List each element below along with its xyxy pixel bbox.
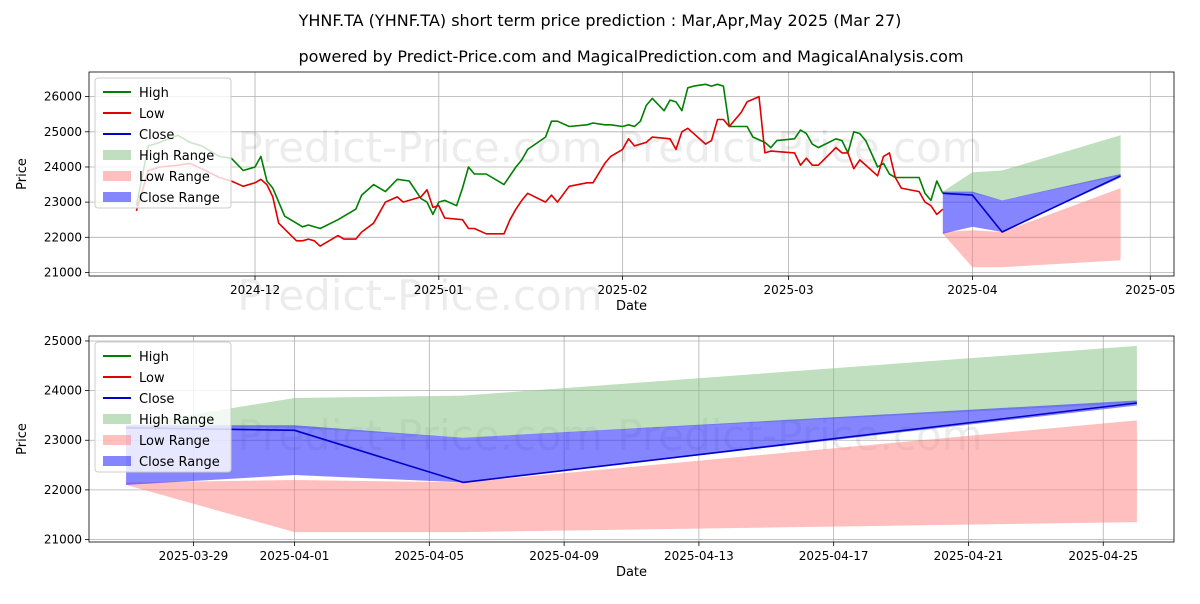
y-tick-label: 23000	[44, 433, 82, 447]
low-range-area	[942, 188, 1121, 268]
legend-entry-label: Low Range	[139, 434, 210, 449]
x-tick-label: 2025-04-21	[934, 549, 1004, 563]
y-tick-label: 22000	[44, 230, 82, 244]
close-range-area	[126, 400, 1137, 485]
legend-entry-label: High	[139, 86, 169, 101]
y-tick-label: 24000	[44, 160, 82, 174]
y-tick-label: 21000	[44, 533, 82, 547]
high-series-line	[135, 83, 944, 230]
high-range-area	[126, 345, 1137, 438]
legend-swatch	[103, 192, 131, 202]
legend-entry-label: Low	[139, 371, 165, 386]
y-tick-label: 24000	[44, 384, 82, 398]
watermark-text: Predict-Price.com	[237, 123, 602, 172]
bottom-chart-panel: 2025-03-29 2025-04-01 2025-04-05 2025-04-09…	[15, 334, 1175, 580]
low-series-line	[135, 95, 944, 247]
x-tick-label: 2025-04-13	[664, 549, 734, 563]
y-tick-label: 23000	[44, 195, 82, 209]
x-tick-label: 2025-04-09	[529, 549, 599, 563]
x-tick-label: 2025-05	[1125, 283, 1175, 297]
x-tick-label: 2025-04-01	[260, 549, 330, 563]
low-range-area	[126, 420, 1137, 533]
legend-entry-label: Low Range	[139, 170, 210, 185]
legend-entry-label: High	[139, 350, 169, 365]
plot-frame	[88, 71, 1175, 277]
top-chart-panel: 2024-12 2025-01 2025-02 2025-03 2025-04 2025-…	[15, 71, 1175, 320]
x-axis-label: Date	[616, 565, 647, 580]
legend-entry-label: High Range	[139, 149, 214, 164]
legend-swatch	[103, 456, 131, 466]
y-tick-label: 25000	[44, 334, 82, 348]
x-tick-label: 2025-04-05	[394, 549, 464, 563]
legend-swatch	[103, 414, 131, 424]
x-axis-label: Date	[616, 299, 647, 314]
legend-swatch	[103, 435, 131, 445]
legend-entry-label: Low	[139, 107, 165, 122]
x-tick-label: 2025-02	[598, 283, 648, 297]
chart-subtitle: powered by Predict-Price.com and Magical…	[298, 47, 963, 66]
x-tick-label: 2025-04-17	[799, 549, 869, 563]
x-tick-label: 2025-03	[764, 283, 814, 297]
legend-entry-label: Close Range	[139, 191, 220, 206]
legend-entry-label: High Range	[139, 413, 214, 428]
y-tick-label: 22000	[44, 483, 82, 497]
y-axis-label: Price	[15, 423, 30, 455]
x-tick-label: 2024-12	[230, 283, 280, 297]
close-range-area	[942, 174, 1121, 234]
x-tick-label: 2025-04-25	[1068, 549, 1138, 563]
legend-entry-label: Close	[139, 128, 174, 143]
y-tick-label: 21000	[44, 265, 82, 279]
watermark-text: Predict-Price.com	[237, 271, 602, 320]
chart-title: YHNF.TA (YHNF.TA) short term price predi…	[298, 11, 902, 30]
y-tick-label: 25000	[44, 125, 82, 139]
y-tick-label: 26000	[44, 90, 82, 104]
legend-entry-label: Close	[139, 392, 174, 407]
x-tick-label: 2025-03-29	[159, 549, 229, 563]
y-axis-label: Price	[15, 158, 30, 190]
legend-swatch	[103, 150, 131, 160]
x-tick-label: 2025-04	[947, 283, 997, 297]
legend-entry-label: Close Range	[139, 455, 220, 470]
legend-swatch	[103, 171, 131, 181]
plot-frame	[88, 335, 1175, 543]
close-series-line	[942, 175, 1121, 233]
x-tick-label: 2025-01	[414, 283, 464, 297]
